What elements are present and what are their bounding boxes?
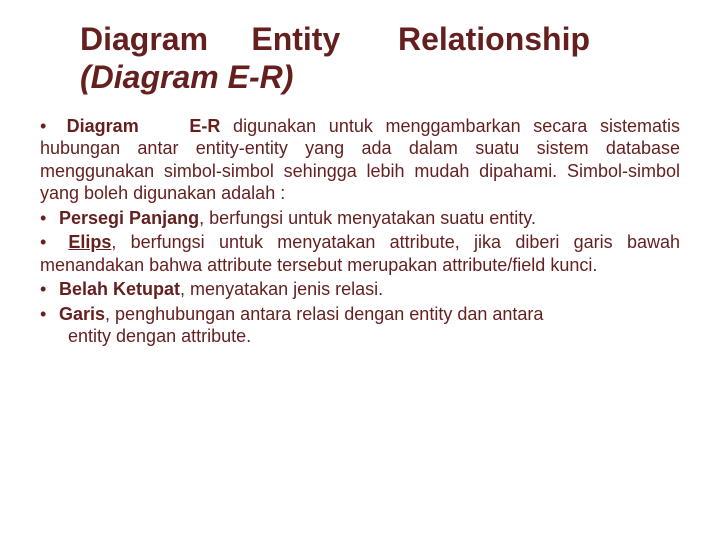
slide-title: Diagram Entity Relationship (Diagram E-R…: [80, 20, 590, 97]
bullet-dot-icon: •: [40, 115, 54, 138]
slide: Diagram Entity Relationship (Diagram E-R…: [0, 0, 720, 540]
bullet-2: • Persegi Panjang, berfungsi untuk menya…: [40, 207, 680, 230]
title-line1: Diagram Entity Relationship: [80, 21, 590, 57]
bullet-1: • Diagram E-R digunakan untuk menggambar…: [40, 115, 680, 205]
bullet-5: • Garis, penghubungan antara relasi deng…: [40, 303, 680, 348]
bullet-dot-icon: •: [40, 303, 54, 326]
bullet-dot-icon: •: [40, 231, 54, 254]
bullet-dot-icon: •: [40, 207, 54, 230]
title-line2: (Diagram E-R): [80, 58, 590, 96]
bullet-5-text: , penghubungan antara relasi dengan enti…: [40, 304, 543, 347]
bullet-3: • Elips, berfungsi untuk menyatakan attr…: [40, 231, 680, 276]
bullet-dot-icon: •: [40, 278, 54, 301]
bullet-4: • Belah Ketupat, menyatakan jenis relasi…: [40, 278, 680, 301]
body-text: • Diagram E-R digunakan untuk menggambar…: [40, 115, 680, 348]
